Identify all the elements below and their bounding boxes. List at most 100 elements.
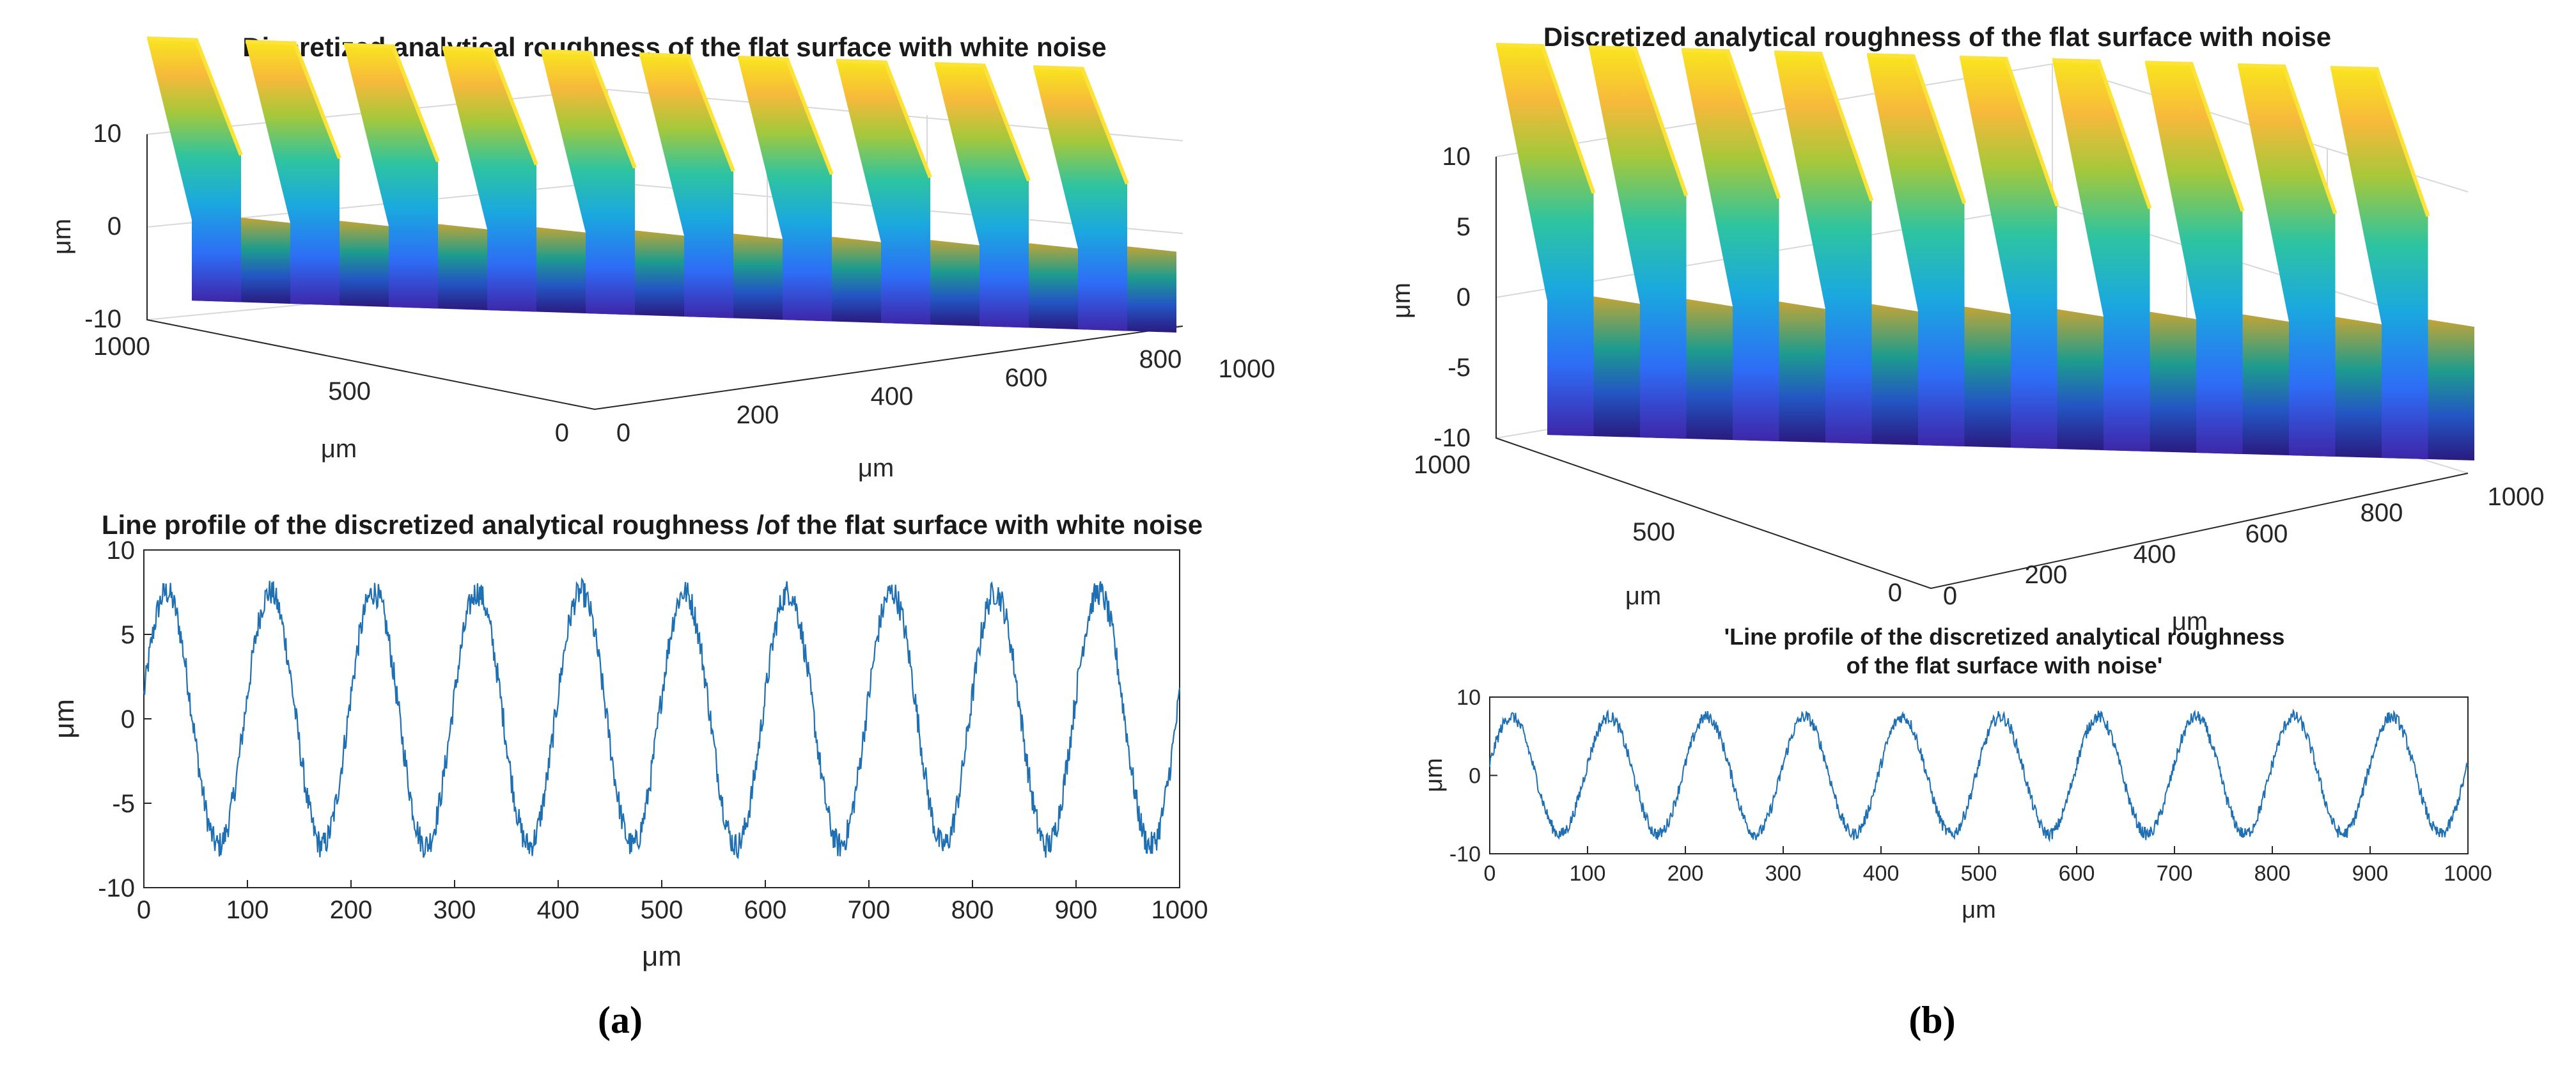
x-tick-label: 800: [951, 896, 994, 924]
profile-title-b-line1: 'Line profile of the discretized analyti…: [1724, 624, 2285, 650]
surface-ridge: [1589, 47, 1687, 439]
surface-ridge-crest: [1681, 48, 1781, 199]
y-tick: 500: [328, 377, 371, 405]
surface-ridge: [344, 45, 438, 309]
y-ticks-a: 10 5 0 -5 -10: [98, 537, 152, 902]
x-tick-label: 600: [744, 896, 787, 924]
y-axis-label: μm: [1625, 582, 1661, 610]
surface-ridge-crest: [1588, 45, 1689, 196]
x-tick-label: 700: [848, 896, 891, 924]
surface-ridge: [1960, 58, 2057, 449]
plot-area-b: [1489, 696, 2469, 854]
z-tick: 10: [93, 120, 122, 148]
x-tick: 800: [1139, 345, 1182, 373]
x-tick-label: 700: [2157, 861, 2193, 886]
surface-ridge-crest: [2144, 61, 2245, 212]
x-tick: 200: [737, 401, 779, 429]
x-tick: 600: [1005, 364, 1048, 392]
line-profile-a: Line profile of the discretized analytic…: [49, 510, 1208, 972]
surface-ridge-crest: [1866, 53, 1967, 204]
x-tick: 0: [1943, 582, 1957, 610]
surface-ridge: [1867, 55, 1965, 446]
x-tick-label: 500: [1961, 861, 1997, 886]
y-tick-label: -5: [112, 790, 135, 818]
x-tick-label: 100: [226, 896, 269, 924]
y-tick: 1000: [93, 333, 150, 361]
profile-title-a: Line profile of the discretized analytic…: [102, 510, 1203, 540]
z-tick: 5: [1456, 213, 1471, 241]
x-tick: 1000: [2488, 483, 2545, 511]
x-axis-label: μm: [1962, 897, 1996, 923]
x-tick-label: 1000: [1151, 896, 1208, 924]
surface-ridge-crest: [2330, 66, 2430, 217]
surface-ridge: [147, 38, 241, 302]
x-axis-label: μm: [858, 454, 894, 482]
surface-ridge: [2052, 60, 2150, 452]
plot-area-a: [143, 549, 1180, 888]
surface-ridge: [738, 58, 832, 322]
surface-ridge-crest: [245, 40, 341, 159]
surface-ridge: [836, 61, 930, 325]
surface-ridge-crest: [146, 36, 243, 156]
surface-ridge-crest: [1959, 56, 2059, 207]
surface-ridge: [246, 42, 340, 306]
surface-ridge-crest: [1033, 65, 1129, 185]
surface-ridge: [442, 48, 536, 312]
z-tick: -5: [1448, 354, 1471, 382]
y-tick-label: -10: [98, 874, 135, 902]
y-axis-label: μm: [321, 435, 357, 463]
surface-ridges-b: [1495, 43, 2474, 460]
y-tick: 500: [1632, 518, 1675, 546]
profile-title-b-line2: of the flat surface with noise': [1846, 652, 2163, 679]
surface-ridge-crest: [540, 49, 637, 169]
z-tick: 10: [1442, 143, 1471, 171]
x-tick-label: 200: [330, 896, 373, 924]
panel-label-a: (a): [598, 999, 643, 1041]
profile-line-a: [143, 577, 1181, 860]
x-tick-label: 100: [1570, 861, 1606, 886]
y-tick: 0: [1888, 579, 1902, 607]
x-tick-label: 0: [137, 896, 151, 924]
x-tick-label: 1000: [2444, 861, 2492, 886]
z-tick: 0: [1456, 283, 1471, 311]
x-tick: 200: [2025, 561, 2068, 589]
x-tick-label: 300: [1765, 861, 1802, 886]
surface-ridge: [2145, 63, 2243, 454]
surface-ridge: [1774, 52, 1872, 444]
surface-ridge-crest: [1774, 51, 1874, 201]
z-tick: 0: [107, 212, 121, 240]
x-ticks-b: 0 100 200 300 400 500 600 700 800 900 1000: [1484, 846, 2492, 886]
surface-ridge-crest: [836, 59, 932, 178]
surface-ridge-crest: [934, 62, 1031, 182]
surface-axes-b: [1495, 157, 2469, 590]
x-axis-label: μm: [642, 941, 682, 972]
x-tick-label: 900: [2352, 861, 2389, 886]
surface-title-b: Discretized analytical roughness of the …: [1543, 22, 2331, 52]
surface-ridges-a: [146, 36, 1176, 333]
surface-ridge: [639, 54, 733, 318]
y-tick: 0: [555, 419, 569, 447]
y-axis-label: μm: [1421, 758, 1448, 792]
x-tick-label: 600: [2059, 861, 2095, 886]
x-tick-label: 200: [1667, 861, 1704, 886]
surface-ridge-crest: [2052, 58, 2152, 209]
z-axis-label: μm: [1387, 283, 1416, 318]
surface-ridge: [935, 64, 1029, 328]
surface-ridge: [1496, 45, 1594, 436]
x-tick-label: 0: [1484, 861, 1496, 886]
surface-axes-a: [146, 134, 1183, 411]
y-tick-label: 0: [121, 705, 135, 734]
x-tick-label: 400: [1863, 861, 1900, 886]
x-tick-label: 900: [1055, 896, 1098, 924]
y-tick-label: 5: [121, 621, 135, 649]
z-tick: -10: [1433, 424, 1471, 452]
x-tick: 400: [2134, 540, 2176, 569]
x-tick: 800: [2361, 499, 2403, 527]
y-tick-label: 10: [107, 537, 136, 565]
surface-ridge: [2238, 65, 2336, 457]
x-tick: 600: [2245, 520, 2288, 548]
surface-ridge-crest: [737, 56, 834, 175]
surface-ridge-crest: [343, 43, 440, 162]
profile-line-b: [1489, 709, 2469, 843]
